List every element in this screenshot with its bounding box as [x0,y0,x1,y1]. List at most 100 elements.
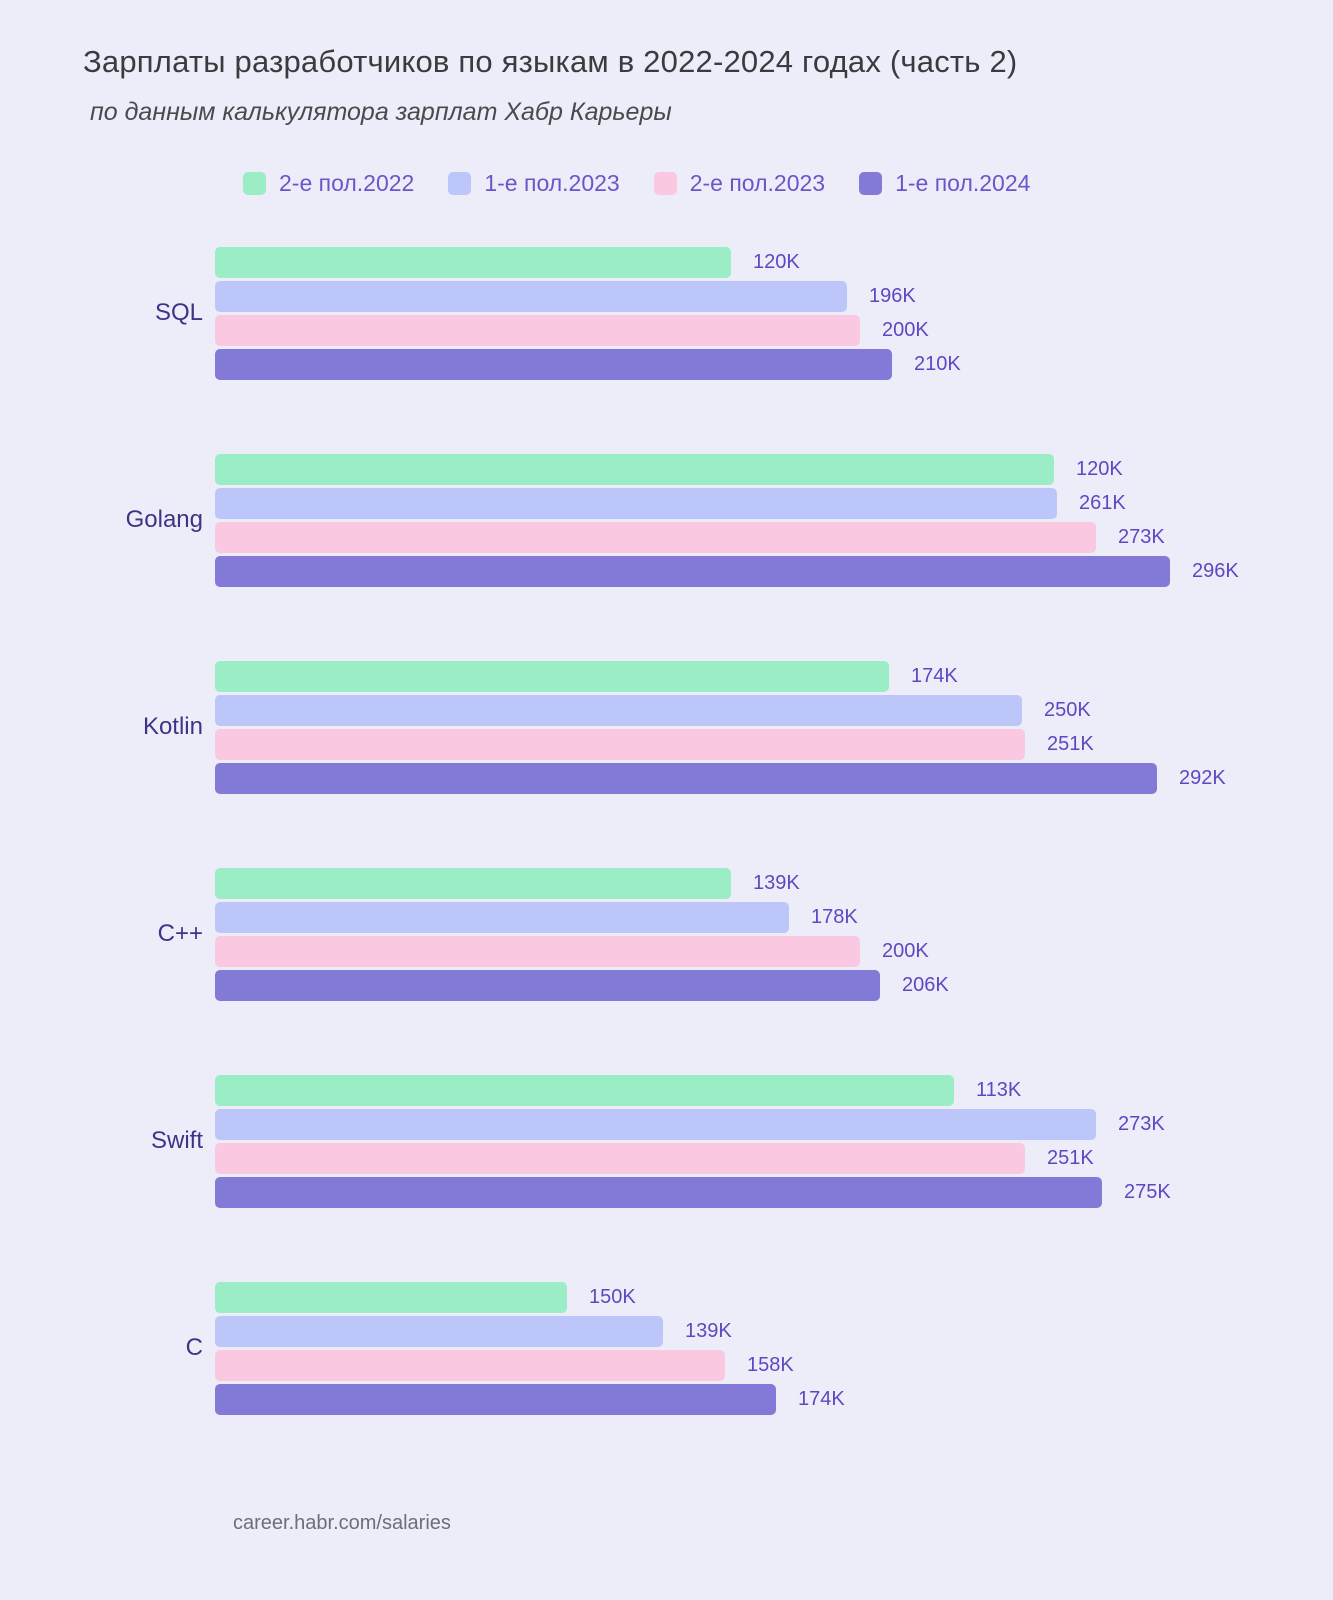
bar-kotlin-series-0 [215,660,889,692]
bar-cplusplus-series-0 [215,867,731,899]
bar-row: 250K [215,693,1333,727]
value-label: 275K [1124,1180,1171,1203]
bar-row: 113K [215,1073,1333,1107]
value-label: 251K [1047,1146,1094,1169]
bar-row: 174K [215,659,1333,693]
legend-swatch [653,172,677,195]
bar-row: 178K [215,900,1333,934]
value-label: 120K [753,250,800,273]
bar-swift-series-0 [215,1074,954,1106]
bar-row: 120K [215,245,1333,279]
bar-row: 150K [215,1280,1333,1314]
value-label: 206K [902,973,949,996]
legend-label: 2-е пол.2023 [689,170,826,196]
value-label: 210K [914,352,961,375]
value-label: 296K [1192,559,1239,582]
bar-c-series-2 [215,1349,725,1381]
bar-group: 120K 261K 273K 296K [215,452,1333,588]
value-label: 250K [1044,698,1091,721]
value-label: 139K [753,871,800,894]
bar-row: 261K [215,486,1333,520]
legend-item: 2-е пол.2023 [653,170,826,197]
value-label: 200K [882,318,929,341]
bar-sql-series-0 [215,246,731,278]
bar-golang-series-2 [215,521,1096,553]
value-label: 292K [1179,766,1226,789]
bar-c-series-0 [215,1281,567,1313]
bar-kotlin-series-3 [215,762,1157,794]
bar-row: 251K [215,1141,1333,1175]
bar-row: 273K [215,1107,1333,1141]
legend-label: 1-е пол.2024 [895,170,1031,196]
bar-kotlin-series-1 [215,694,1022,726]
legend-label: 1-е пол.2023 [484,170,620,196]
bar-sql-series-1 [215,280,847,312]
language-group-swift: Swift 113K 273K 251K 275K [0,1073,1333,1209]
bar-row: 206K [215,968,1333,1002]
bar-cplusplus-series-1 [215,901,789,933]
bar-row: 200K [215,313,1333,347]
bar-row: 200K [215,934,1333,968]
value-label: 251K [1047,732,1094,755]
value-label: 139K [685,1319,732,1342]
category-label: C++ [157,920,203,947]
bar-sql-series-2 [215,314,860,346]
value-label: 273K [1118,525,1165,548]
legend-swatch [243,172,266,195]
value-label: 261K [1079,491,1126,514]
bar-row: 275K [215,1175,1333,1209]
language-group-golang: Golang 120K 261K 273K 296K [0,452,1333,588]
legend-swatch [859,172,883,195]
bar-group: 174K 250K 251K 292K [215,659,1333,795]
bar-row: 273K [215,520,1333,554]
bar-group: 113K 273K 251K 275K [215,1073,1333,1209]
bar-cplusplus-series-3 [215,969,880,1001]
bar-kotlin-series-2 [215,728,1025,760]
category-label: Kotlin [142,713,203,740]
bar-row: 196K [215,279,1333,313]
legend-item: 1-е пол.2024 [859,170,1030,197]
chart-subtitle: по данным калькулятора зарплат Хабр Карь… [90,98,672,126]
bar-row: 120K [215,452,1333,486]
bar-chart: SQL 120K 196K 200K 210K Golang 120K 261K 273K 296… [0,245,1333,1487]
bar-golang-series-1 [215,487,1057,519]
bar-sql-series-3 [215,348,892,380]
category-label: C [185,1334,203,1361]
legend: 2-е пол.2022 1-е пол.2023 2-е пол.2023 1-е … [243,170,1030,197]
language-group-cplusplus: C++ 139K 178K 200K 206K [0,866,1333,1002]
bar-row: 251K [215,727,1333,761]
language-group-sql: SQL 120K 196K 200K 210K [0,245,1333,381]
bar-row: 174K [215,1382,1333,1416]
bar-swift-series-3 [215,1176,1102,1208]
bar-swift-series-1 [215,1108,1096,1140]
category-label: SQL [154,299,203,326]
category-label: Golang [125,506,203,533]
bar-row: 158K [215,1348,1333,1382]
value-label: 158K [747,1353,794,1376]
value-label: 113K [976,1078,1022,1101]
chart-title: Зарплаты разработчиков по языкам в 2022-… [83,44,1018,79]
value-label: 120K [1076,457,1123,480]
bar-row: 139K [215,1314,1333,1348]
language-group-kotlin: Kotlin 174K 250K 251K 292K [0,659,1333,795]
bar-group: 139K 178K 200K 206K [215,866,1333,1002]
value-label: 273K [1118,1112,1165,1135]
legend-label: 2-е пол.2022 [279,170,415,196]
legend-swatch [448,172,472,195]
value-label: 150K [589,1285,636,1308]
language-group-c: C 150K 139K 158K 174K [0,1280,1333,1416]
source-link: career.habr.com/salaries [233,1512,451,1534]
value-label: 178K [811,905,858,928]
bar-c-series-1 [215,1315,663,1347]
bar-group: 150K 139K 158K 174K [215,1280,1333,1416]
legend-item: 1-е пол.2023 [448,170,620,197]
bar-row: 292K [215,761,1333,795]
value-label: 200K [882,939,929,962]
bar-row: 296K [215,554,1333,588]
category-label: Swift [150,1127,203,1154]
bar-golang-series-3 [215,555,1170,587]
bar-row: 210K [215,347,1333,381]
bar-group: 120K 196K 200K 210K [215,245,1333,381]
bar-row: 139K [215,866,1333,900]
value-label: 174K [911,664,958,687]
